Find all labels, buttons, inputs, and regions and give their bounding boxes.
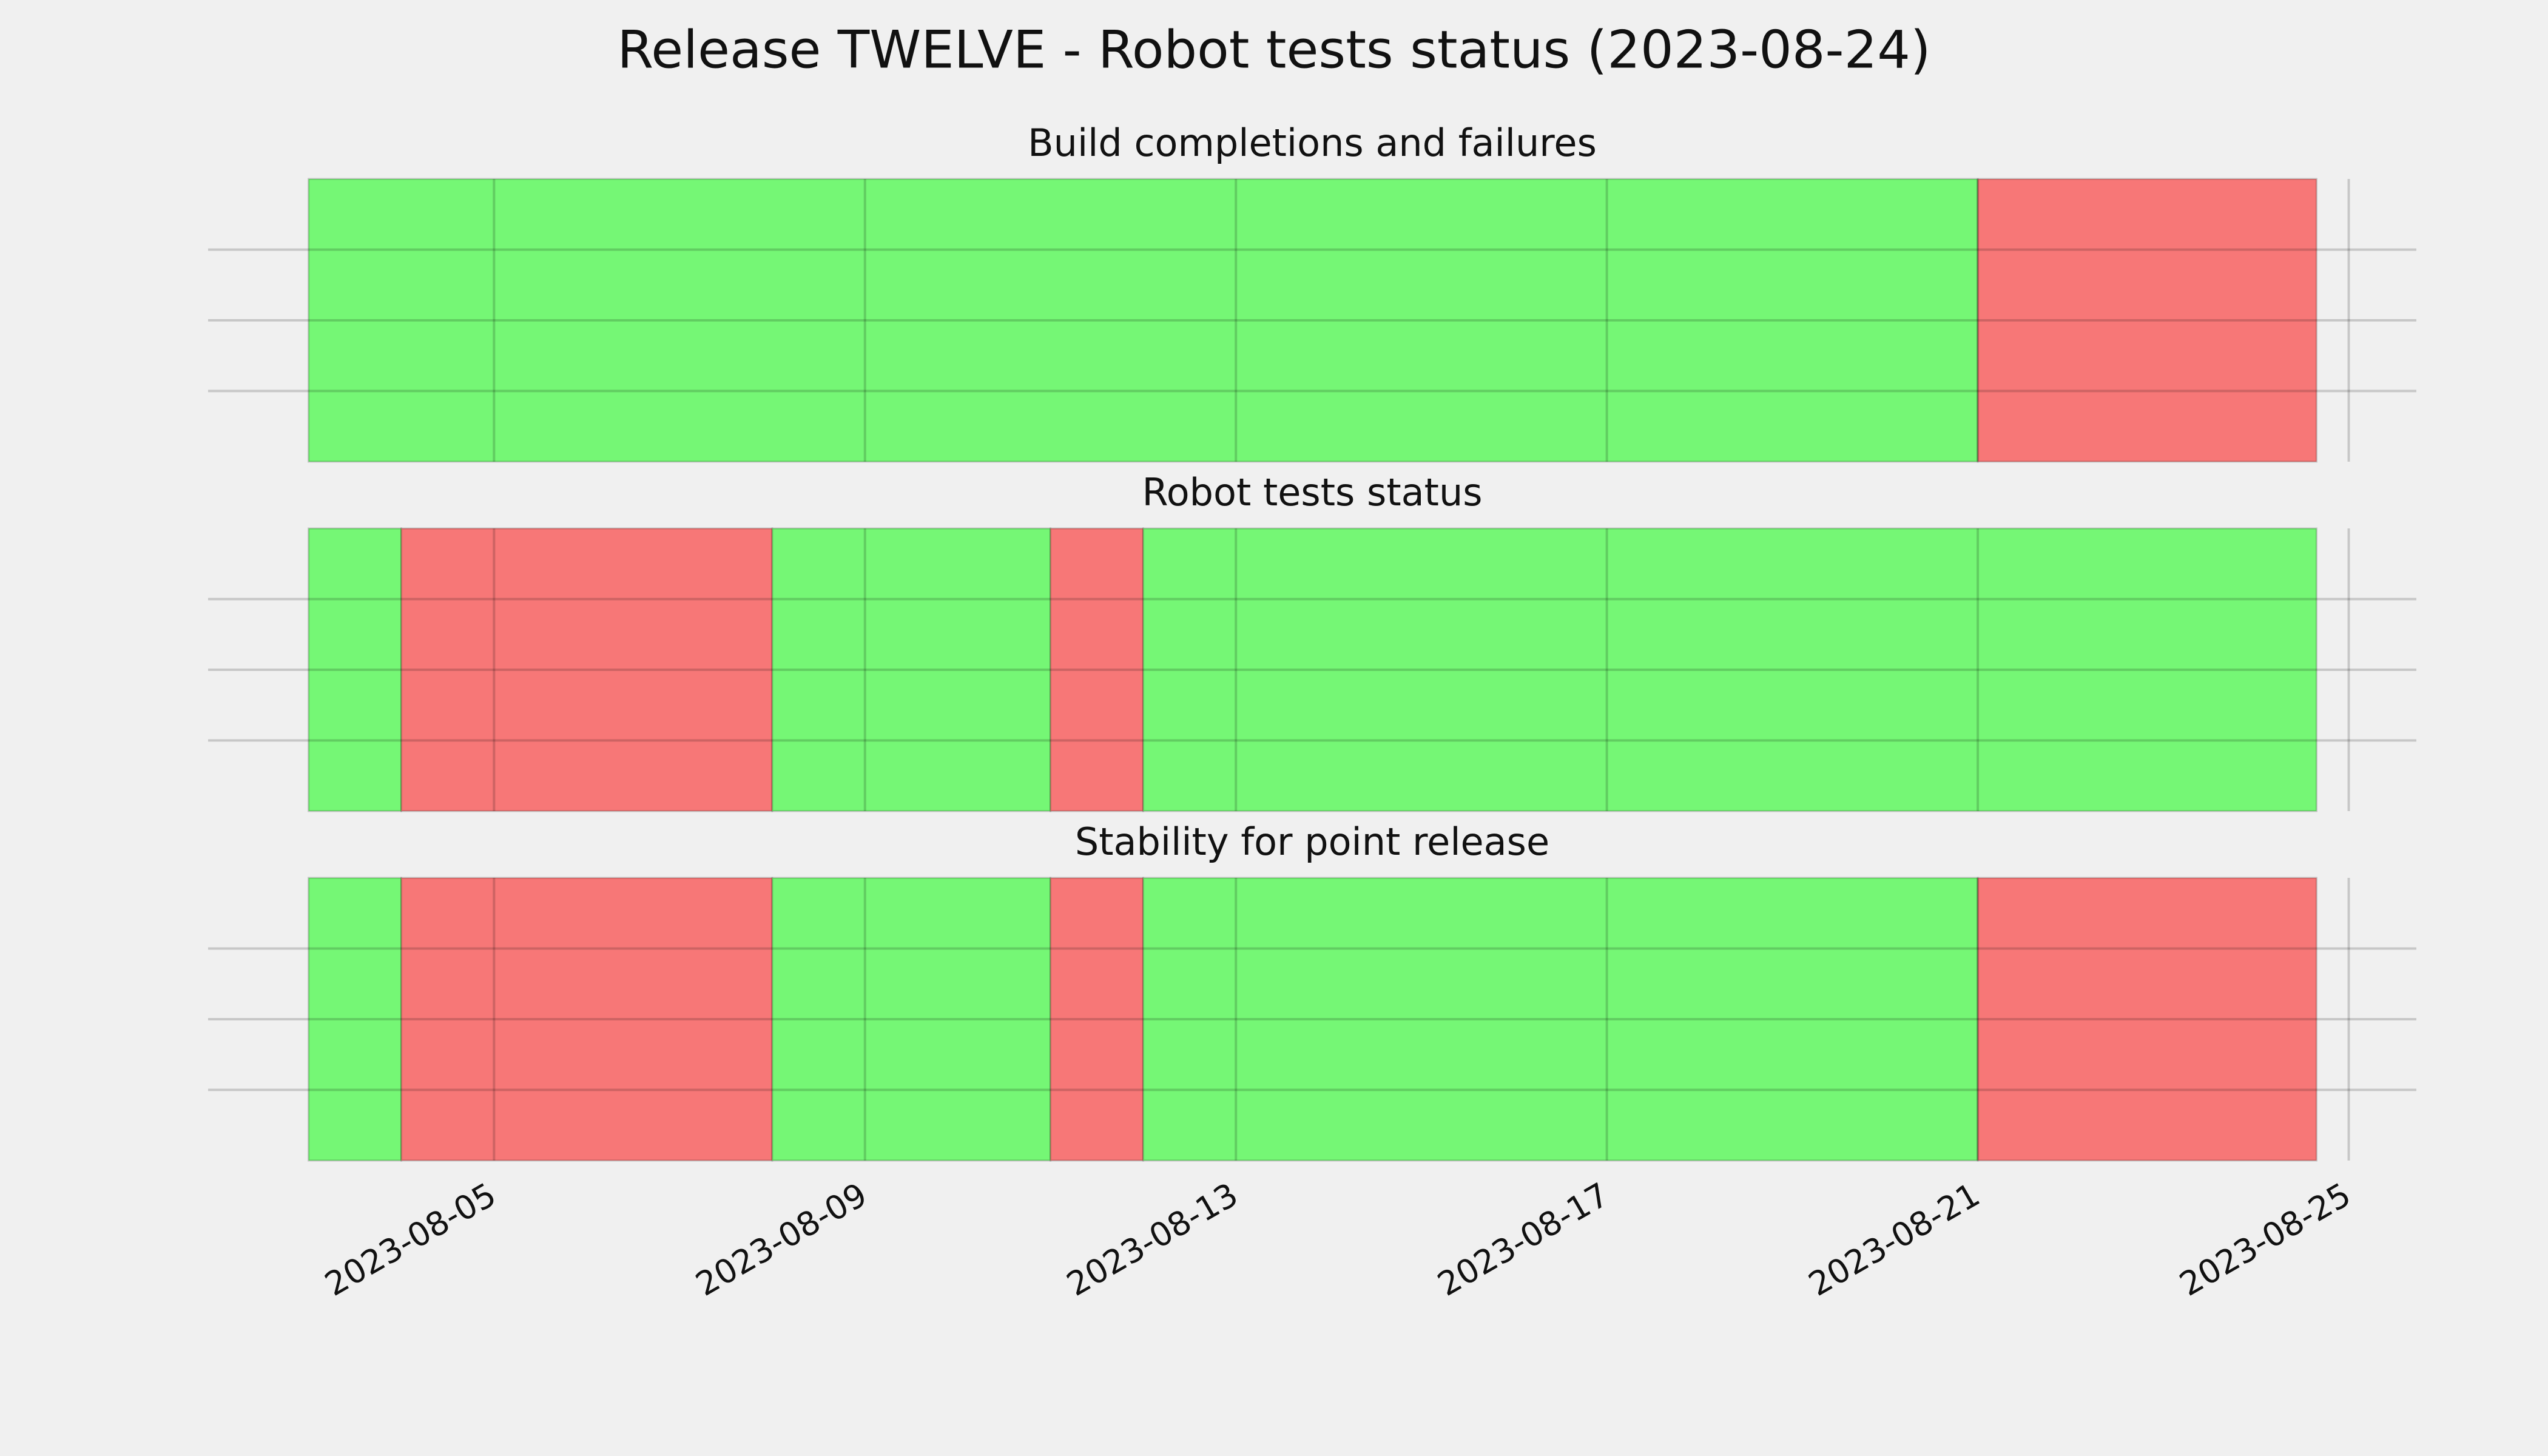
status-span <box>308 877 402 1162</box>
status-span <box>1142 527 2317 812</box>
panel-title: Build completions and failures <box>1028 121 1597 165</box>
status-span <box>400 527 774 812</box>
status-span <box>1142 877 1979 1162</box>
status-span <box>1049 527 1144 812</box>
status-span <box>771 877 1051 1162</box>
panel-title: Stability for point release <box>1075 820 1549 864</box>
status-span <box>308 178 1979 463</box>
status-span <box>400 877 774 1162</box>
chart-title: Release TWELVE - Robot tests status (202… <box>617 19 1930 80</box>
panel-title: Robot tests status <box>1142 470 1482 514</box>
status-span <box>308 527 402 812</box>
status-span <box>771 527 1051 812</box>
status-span <box>1049 877 1144 1162</box>
status-span <box>1977 877 2317 1162</box>
status-span <box>1977 178 2317 463</box>
